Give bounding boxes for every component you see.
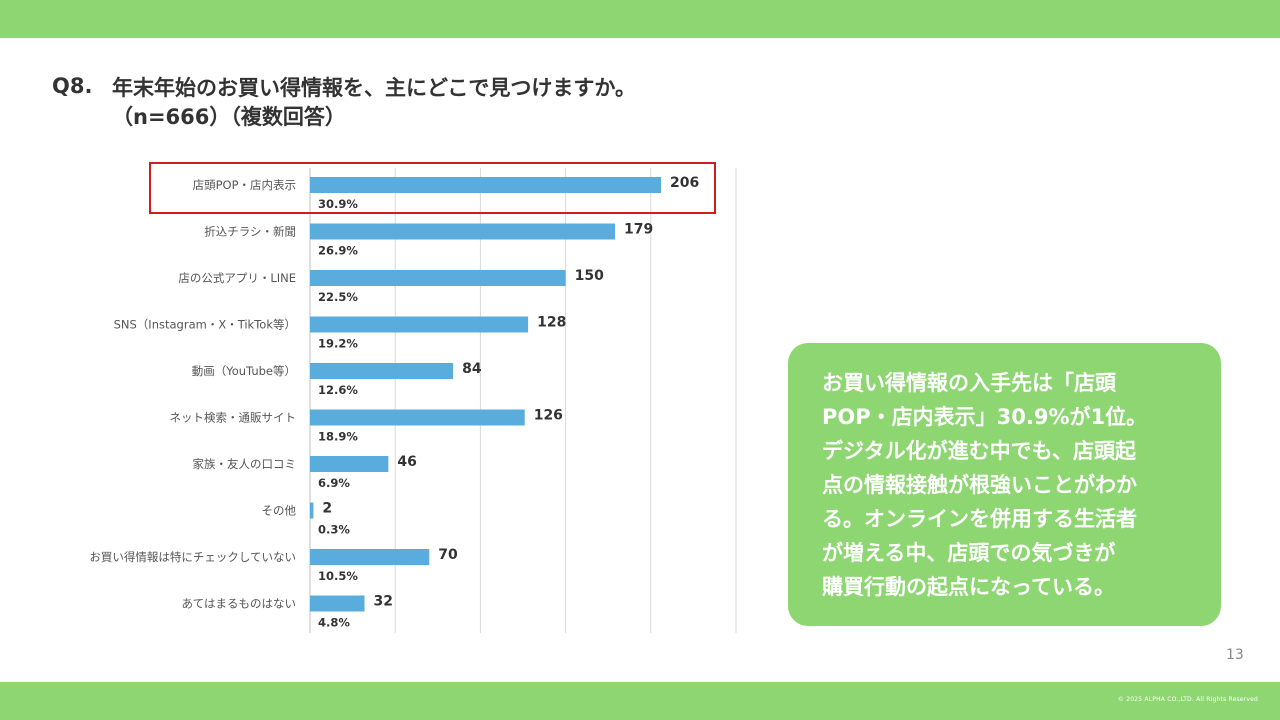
percent-label: 10.5% bbox=[318, 569, 358, 583]
value-label: 128 bbox=[537, 315, 566, 331]
value-label: 150 bbox=[575, 268, 604, 284]
percent-label: 0.3% bbox=[318, 523, 350, 537]
value-label: 84 bbox=[462, 361, 482, 377]
bar bbox=[310, 502, 314, 519]
percent-label: 30.9% bbox=[318, 197, 358, 211]
category-label: お買い得情報は特にチェックしていない bbox=[89, 550, 296, 564]
percent-label: 12.6% bbox=[318, 383, 358, 397]
bar bbox=[310, 456, 389, 472]
percent-label: 6.9% bbox=[318, 476, 350, 490]
summary-box: お買い得情報の入手先は「店頭 POP・店内表示」30.9%が1位。 デジタル化が… bbox=[788, 343, 1221, 626]
value-label: 206 bbox=[670, 175, 699, 191]
summary-line: る。オンラインを併用する生活者 bbox=[822, 507, 1137, 531]
category-label: その他 bbox=[262, 504, 297, 518]
percent-label: 19.2% bbox=[318, 337, 358, 351]
bar bbox=[310, 223, 616, 240]
summary-line: POP・店内表示」30.9%が1位。 bbox=[822, 405, 1148, 429]
bottom-band: © 2025 ALPHA CO.,LTD. All Rights Reserve… bbox=[0, 682, 1280, 720]
bar bbox=[310, 177, 662, 193]
summary-line: デジタル化が進む中でも、店頭起 bbox=[822, 439, 1136, 463]
category-label: 店の公式アプリ・LINE bbox=[178, 271, 296, 285]
percent-label: 22.5% bbox=[318, 290, 358, 304]
summary-line: 点の情報接触が根強いことがわか bbox=[822, 473, 1137, 497]
value-label: 46 bbox=[397, 454, 416, 470]
category-label: 動画（YouTube等） bbox=[192, 364, 296, 378]
highlight-box bbox=[149, 162, 716, 214]
page-number: 13 bbox=[1226, 647, 1244, 663]
question-title-line1: 年末年始のお買い得情報を、主にどこで見つけますか。 bbox=[112, 76, 636, 100]
top-band bbox=[0, 0, 1280, 38]
value-label: 70 bbox=[438, 547, 458, 563]
summary-line: 購買行動の起点になっている。 bbox=[822, 575, 1115, 599]
question-title-line2: （n=666）（複数回答） bbox=[112, 105, 346, 129]
percent-label: 26.9% bbox=[318, 244, 358, 258]
question-title: 年末年始のお買い得情報を、主にどこで見つけますか。 （n=666）（複数回答） bbox=[112, 74, 636, 132]
category-label: 折込チラシ・新聞 bbox=[204, 225, 296, 239]
category-label: 店頭POP・店内表示 bbox=[193, 178, 296, 192]
bar bbox=[310, 549, 430, 565]
bar bbox=[310, 595, 365, 612]
category-label: SNS（Instagram・X・TikTok等） bbox=[114, 318, 296, 332]
value-label: 2 bbox=[322, 501, 332, 517]
bar bbox=[310, 270, 566, 286]
category-label: 家族・友人の口コミ bbox=[193, 457, 297, 471]
value-label: 32 bbox=[374, 594, 393, 610]
value-label: 179 bbox=[624, 222, 653, 238]
bar bbox=[310, 363, 454, 379]
bar bbox=[310, 409, 525, 426]
category-label: あてはまるものはない bbox=[181, 597, 296, 611]
bar bbox=[310, 316, 529, 333]
percent-label: 18.9% bbox=[318, 430, 358, 444]
summary-line: お買い得情報の入手先は「店頭 bbox=[822, 371, 1116, 395]
category-label: ネット検索・通販サイト bbox=[170, 411, 297, 425]
summary-line: が増える中、店頭での気づきが bbox=[822, 541, 1116, 565]
percent-label: 4.8% bbox=[318, 616, 350, 630]
value-label: 126 bbox=[534, 408, 563, 424]
question-number: Q8. bbox=[52, 74, 93, 98]
copyright-text: © 2025 ALPHA CO.,LTD. All Rights Reserve… bbox=[1117, 696, 1258, 703]
